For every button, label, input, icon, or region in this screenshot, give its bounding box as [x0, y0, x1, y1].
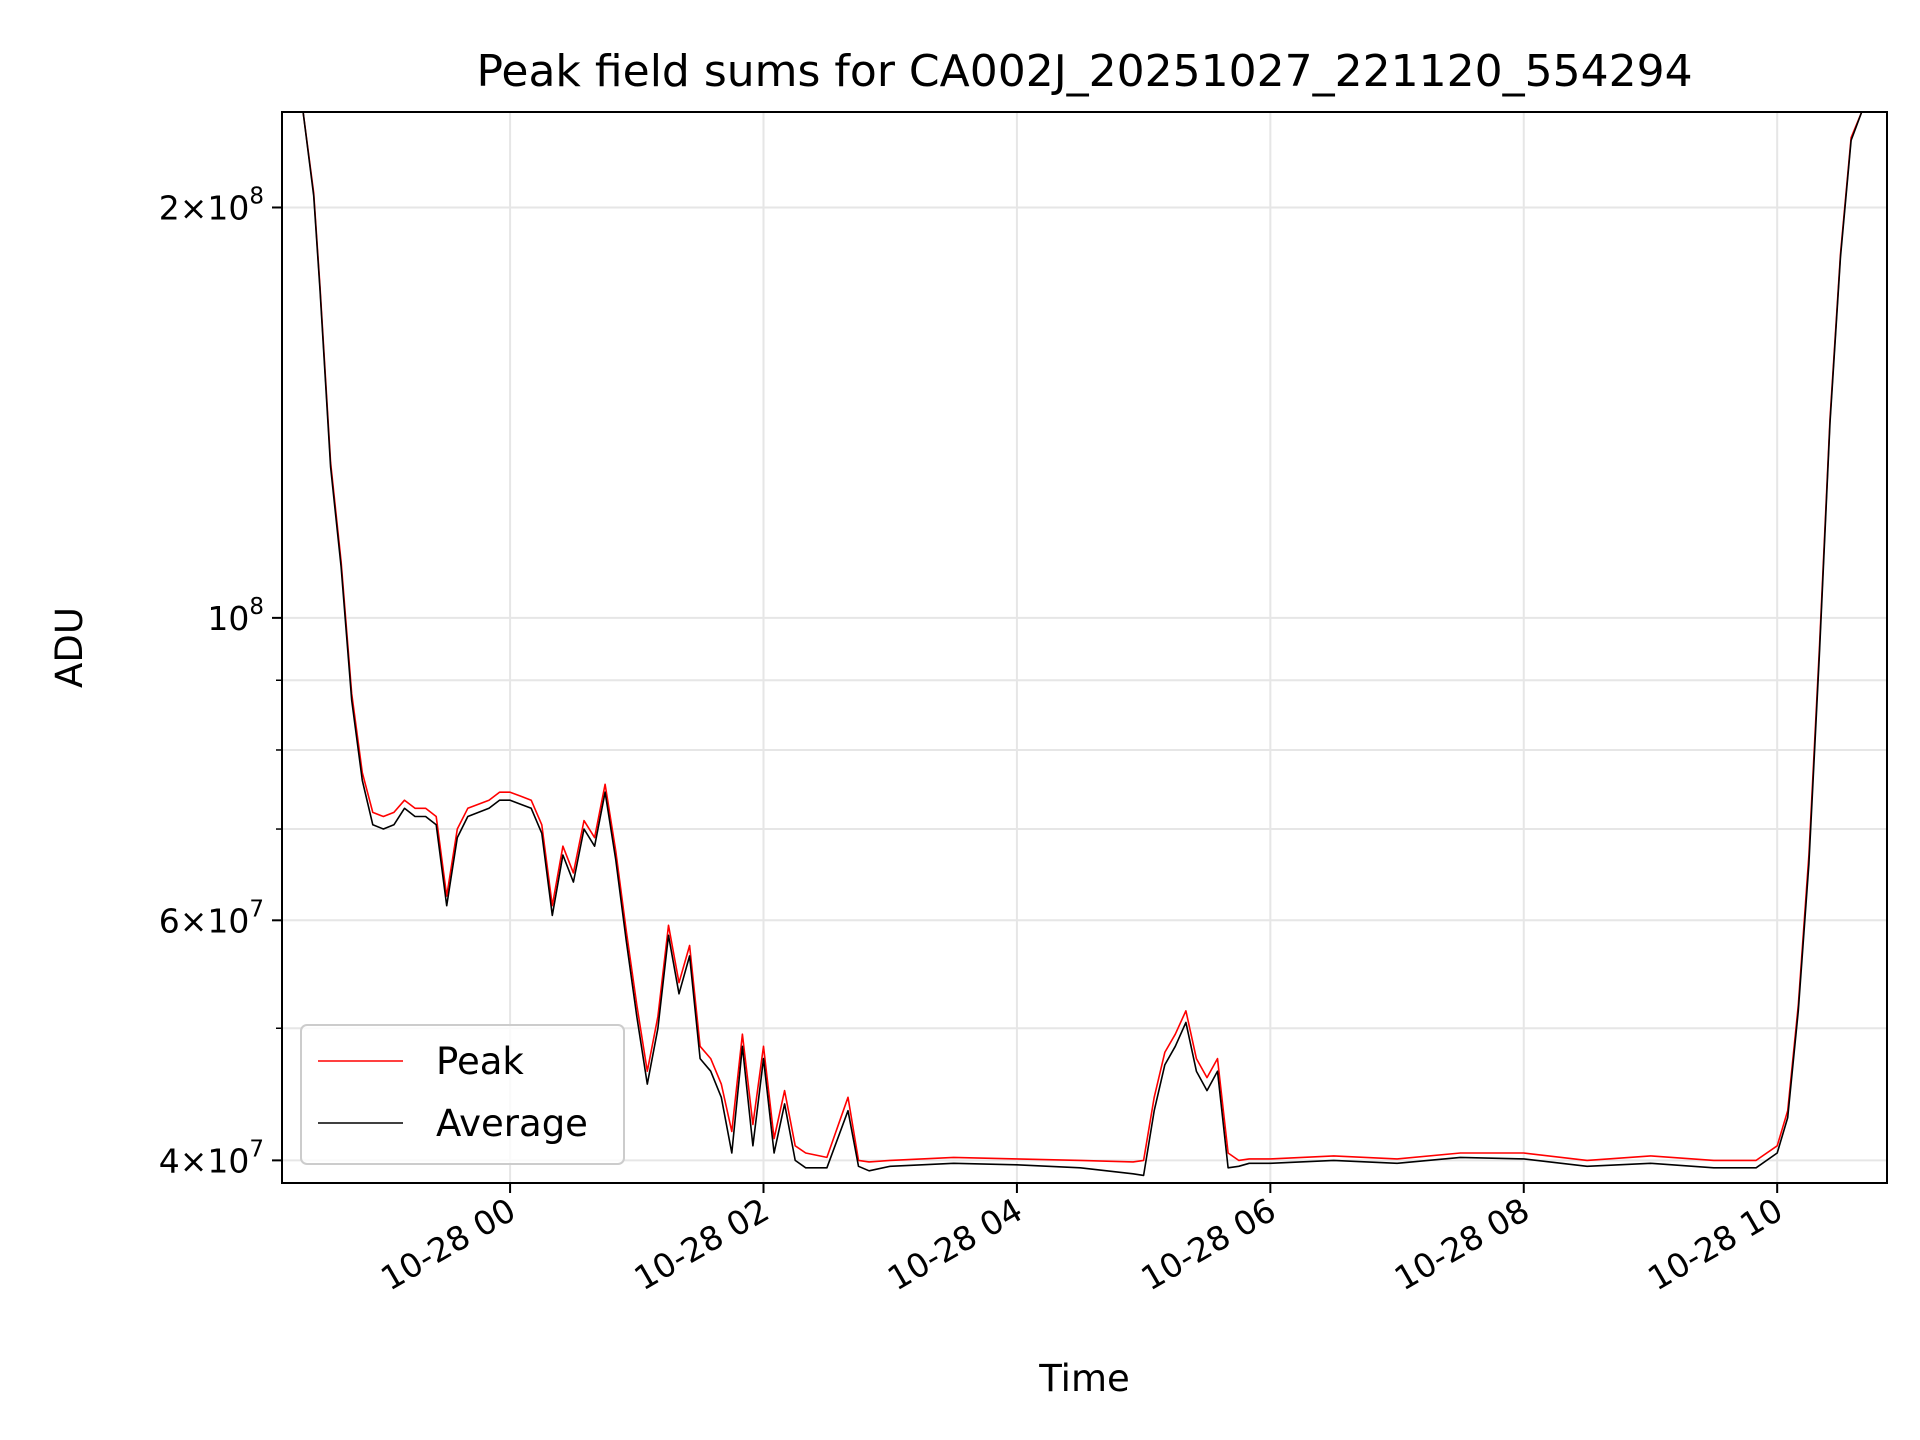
chart-title: Peak field sums for CA002J_20251027_2211…	[476, 46, 1692, 97]
series-line-average	[282, 111, 1887, 1177]
plot-frame	[281, 111, 1888, 1184]
x-axis-label: Time	[1038, 1357, 1130, 1400]
y-axis-label: ADU	[48, 607, 91, 688]
legend-peak-label: Peak	[436, 1040, 524, 1083]
y-tick-label: 2×108	[159, 183, 264, 227]
legend: Peak Average	[300, 1024, 625, 1165]
grid	[282, 112, 1887, 1183]
series-line-peak	[282, 111, 1887, 1163]
series-lines	[282, 111, 1887, 1177]
legend-box	[300, 1024, 625, 1165]
y-tick-label: 6×107	[159, 896, 264, 940]
legend-average-label: Average	[436, 1102, 588, 1145]
y-tick-label: 4×107	[159, 1136, 264, 1180]
y-tick-label: 108	[207, 594, 264, 638]
